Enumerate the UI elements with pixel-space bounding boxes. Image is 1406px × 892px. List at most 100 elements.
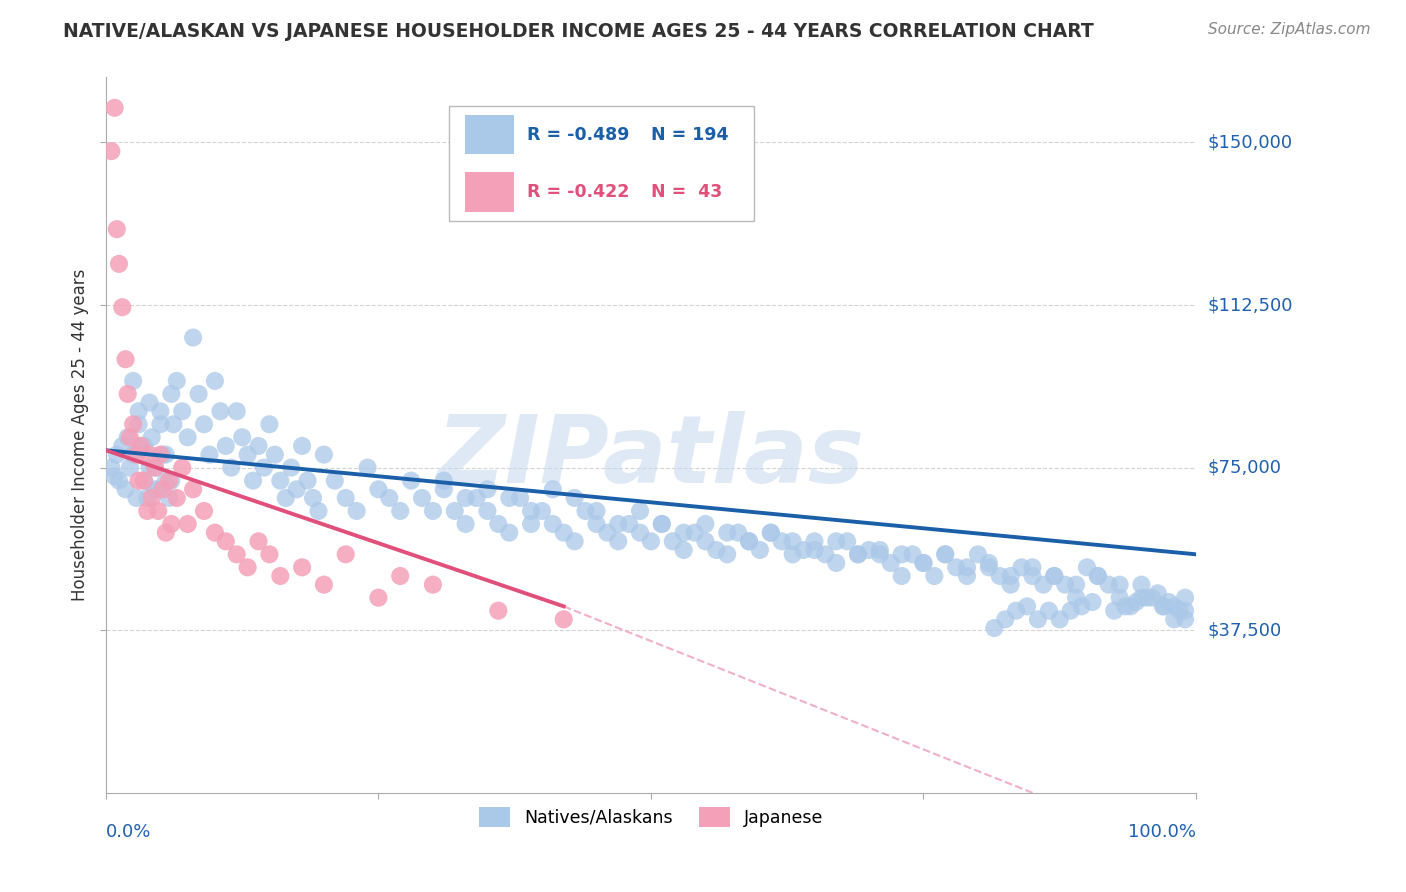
Point [1049,612,1071,626]
Text: ZIPatlas: ZIPatlas [437,410,865,502]
Point [132,474,155,488]
Point [640,534,662,549]
Point [770,534,793,549]
Point [1125,595,1147,609]
Point [759,525,782,540]
Point [825,534,848,549]
Point [125,448,148,462]
Point [1130,591,1153,605]
Point [302,491,325,505]
Point [125,491,148,505]
Point [454,516,477,531]
Point [1102,604,1125,618]
Point [259,417,281,432]
Point [269,474,291,488]
Point [1087,569,1109,583]
Point [312,448,335,462]
Point [335,491,357,505]
Point [1174,604,1197,618]
Point [607,534,630,549]
Point [1087,569,1109,583]
Point [498,525,520,540]
Point [988,569,1011,583]
Point [280,460,302,475]
Point [162,417,184,432]
Point [477,483,499,497]
Point [143,460,166,475]
Point [759,525,782,540]
Point [291,439,314,453]
Point [108,474,131,488]
Point [1011,560,1033,574]
Point [1130,577,1153,591]
Point [1108,591,1130,605]
Point [236,560,259,574]
Point [433,483,456,497]
Point [1163,612,1185,626]
Point [128,417,150,432]
Point [994,612,1017,626]
Point [869,543,891,558]
Point [477,504,499,518]
Point [411,491,433,505]
Point [1076,560,1098,574]
Point [422,504,444,518]
Point [263,448,285,462]
Point [247,439,270,453]
Point [1032,577,1054,591]
Point [335,547,357,561]
Point [443,504,465,518]
Point [825,556,848,570]
Point [204,374,226,388]
Point [104,101,127,115]
Point [259,547,281,561]
Point [128,474,150,488]
Point [149,404,172,418]
Point [1070,599,1092,614]
Point [945,560,967,574]
Point [1059,604,1081,618]
Point [541,516,564,531]
Point [160,387,183,401]
Point [269,569,291,583]
Point [727,525,749,540]
Point [738,534,761,549]
Point [564,491,586,505]
Point [433,474,456,488]
Point [117,387,139,401]
Point [1142,591,1164,605]
Point [114,352,136,367]
Point [141,430,163,444]
Point [274,491,297,505]
Point [1174,612,1197,626]
Point [422,577,444,591]
Point [219,460,242,475]
Point [378,491,401,505]
Point [100,144,122,158]
Point [520,516,543,531]
Point [1064,591,1087,605]
Point [846,547,869,561]
Point [152,448,174,462]
Point [1108,577,1130,591]
Point [1136,591,1159,605]
Text: $75,000: $75,000 [1208,458,1281,476]
Y-axis label: Householder Income Ages 25 - 44 years: Householder Income Ages 25 - 44 years [72,268,89,601]
Point [869,547,891,561]
Point [541,483,564,497]
Point [215,534,238,549]
Point [454,491,477,505]
Point [1152,599,1174,614]
Point [291,560,314,574]
Point [122,417,145,432]
Point [617,516,640,531]
Text: Source: ZipAtlas.com: Source: ZipAtlas.com [1208,22,1371,37]
Point [1114,599,1136,614]
Point [695,516,717,531]
Point [683,525,706,540]
Point [967,547,990,561]
Point [1157,595,1180,609]
Point [129,439,152,453]
Point [117,430,139,444]
FancyBboxPatch shape [450,106,755,220]
